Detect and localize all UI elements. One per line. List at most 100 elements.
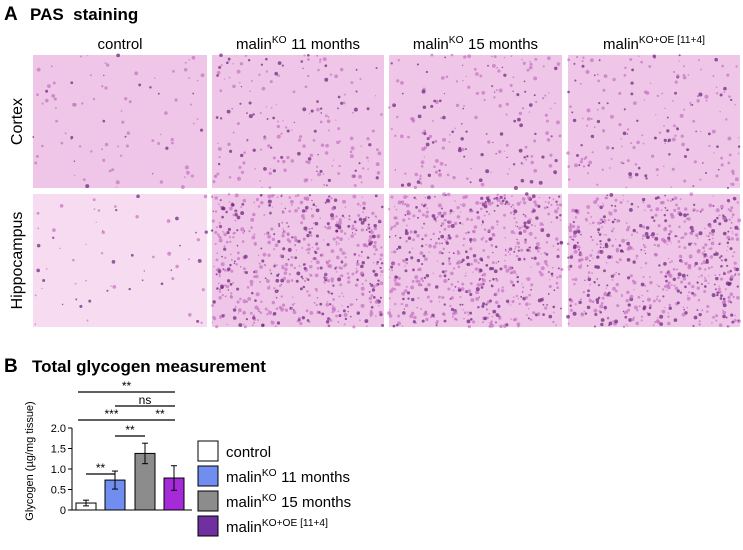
stain-dot — [487, 195, 490, 198]
stain-dot — [474, 267, 479, 271]
stain-dot — [117, 145, 120, 148]
stain-dot — [445, 241, 449, 245]
stain-dot — [242, 198, 247, 203]
stain-dot — [290, 255, 294, 259]
stain-dot — [217, 203, 220, 206]
stain-dot — [623, 74, 627, 77]
stain-dot — [377, 151, 382, 156]
stain-dot — [714, 219, 717, 221]
stain-dot — [434, 241, 438, 245]
stain-dot — [260, 201, 264, 205]
stain-dot — [669, 199, 672, 202]
stain-dot — [539, 272, 544, 277]
stain-dot — [304, 279, 307, 283]
stain-dot — [410, 285, 415, 290]
stain-dot — [442, 137, 446, 142]
stain-dot — [678, 212, 683, 217]
stain-dot — [322, 239, 325, 241]
stain-dot — [601, 204, 605, 208]
stain-dot — [729, 209, 733, 213]
stain-dot — [253, 314, 255, 316]
column-header: control — [97, 36, 142, 53]
stain-dot — [218, 273, 221, 276]
stain-dot — [584, 217, 588, 221]
stain-dot — [241, 202, 245, 206]
stain-dot — [642, 142, 645, 145]
stain-dot — [409, 230, 413, 234]
stain-dot — [631, 279, 635, 283]
stain-dot — [724, 300, 727, 303]
stain-dot — [232, 308, 237, 312]
stain-dot — [674, 134, 677, 137]
stain-dot — [441, 296, 445, 300]
stain-dot — [512, 163, 516, 166]
stain-dot — [212, 180, 216, 184]
stain-dot — [511, 203, 514, 207]
stain-dot — [391, 269, 393, 272]
stain-dot — [402, 259, 406, 263]
stain-dot — [447, 278, 450, 281]
stain-dot — [159, 133, 162, 136]
stain-dot — [380, 274, 382, 276]
stain-dot — [578, 248, 580, 251]
stain-dot — [626, 258, 631, 262]
stain-dot — [270, 107, 273, 109]
stain-dot — [517, 245, 521, 249]
label-sup: KO — [262, 493, 277, 504]
stain-dot — [371, 240, 374, 243]
stain-dot — [388, 106, 391, 109]
stain-dot — [495, 300, 499, 305]
stain-dot — [700, 68, 702, 71]
stain-dot — [264, 277, 267, 280]
stain-dot — [550, 135, 553, 138]
stain-dot — [374, 300, 379, 304]
stain-dot — [723, 86, 727, 91]
stain-dot — [615, 282, 619, 287]
stain-dot — [337, 127, 341, 131]
stain-dot — [646, 204, 651, 208]
stain-dot — [730, 237, 734, 241]
stain-dot — [446, 237, 449, 240]
stain-dot — [490, 320, 493, 323]
stain-dot — [290, 204, 293, 206]
stain-dot — [246, 286, 250, 289]
stain-dot — [537, 250, 540, 253]
stain-dot — [312, 203, 316, 206]
stain-dot — [219, 236, 222, 239]
stain-dot — [652, 54, 656, 58]
stain-dot — [510, 304, 512, 306]
stain-dot — [516, 273, 518, 275]
stain-dot — [259, 180, 262, 182]
stain-dot — [591, 272, 593, 275]
stain-dot — [309, 234, 313, 237]
stain-dot — [414, 172, 419, 177]
stain-dot — [404, 265, 406, 267]
stain-dot — [478, 178, 483, 183]
stain-dot — [665, 272, 668, 275]
stain-dot — [453, 211, 455, 213]
stain-dot — [73, 174, 76, 177]
stain-dot — [274, 243, 279, 248]
stain-dot — [626, 276, 631, 280]
stain-dot — [473, 67, 477, 71]
stain-dot — [339, 248, 343, 252]
stain-dot — [391, 287, 395, 291]
column-header: malinKO 11 months — [236, 35, 360, 53]
stain-dot — [396, 79, 400, 83]
stain-dot — [455, 234, 459, 238]
stain-dot — [601, 251, 604, 253]
stain-dot — [319, 302, 323, 306]
stain-dot — [595, 298, 600, 302]
stain-dot — [574, 163, 578, 168]
stain-dot — [343, 264, 346, 268]
stain-dot — [191, 55, 196, 60]
stain-dot — [528, 65, 533, 70]
stain-dot — [298, 135, 303, 139]
stain-dot — [703, 290, 707, 294]
stain-dot — [347, 224, 351, 228]
stain-dot — [641, 134, 644, 137]
stain-dot — [211, 304, 214, 307]
stain-dot — [234, 213, 238, 217]
stain-dot — [306, 53, 310, 57]
stain-dot — [373, 252, 376, 256]
